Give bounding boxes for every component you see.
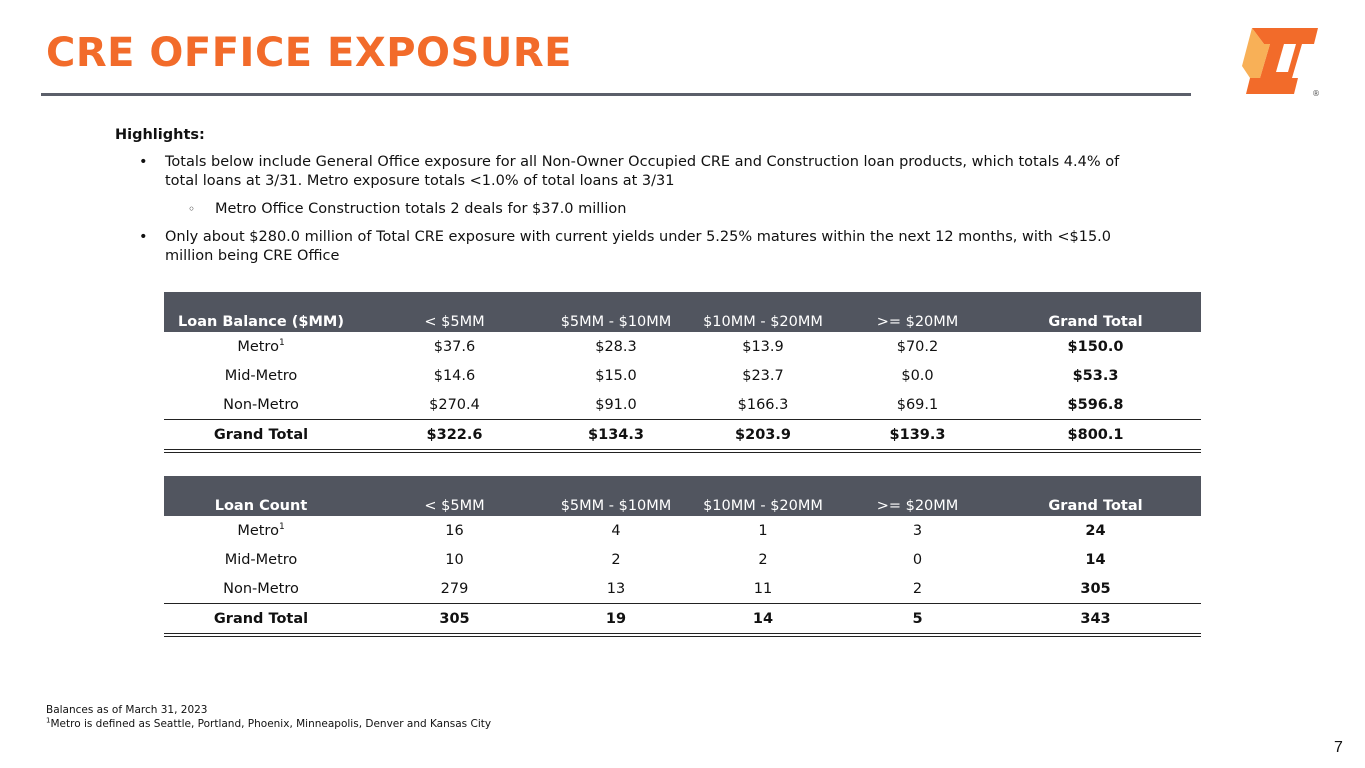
title-divider (41, 93, 1191, 96)
table-cell: 14 (681, 603, 845, 637)
table-row: Metro1 $37.6 $28.3 $13.9 $70.2 $150.0 (164, 332, 1201, 361)
row-label: Grand Total (164, 603, 358, 637)
highlight-bullet-2: • Only about $280.0 million of Total CRE… (115, 228, 1155, 266)
table-cell: 305 (358, 603, 551, 637)
row-label: Mid-Metro (224, 551, 298, 568)
table-cell: $203.9 (681, 419, 845, 453)
footnote-marker: 1 (278, 337, 285, 348)
sub-bullet-icon: ◦ (188, 202, 196, 216)
row-label: Non-Metro (164, 574, 358, 604)
highlights-heading: Highlights: (115, 127, 205, 143)
column-header: $10MM - $20MM (681, 476, 845, 516)
table-row: Mid-Metro 10 2 2 0 14 (164, 545, 1201, 574)
table-cell: $800.1 (990, 419, 1201, 453)
row-total-cell: 24 (1085, 522, 1106, 539)
loan-count-table: Loan Count < $5MM $5MM - $10MM $10MM - $… (164, 476, 1201, 637)
column-header: < $5MM (358, 292, 551, 332)
footnote-marker: 1 (278, 521, 285, 532)
table-cell: $134.3 (551, 419, 681, 453)
table-cell: $166.3 (681, 390, 845, 420)
row-total-cell: 305 (990, 574, 1201, 604)
table-cell: $270.4 (358, 390, 551, 420)
table-cell: 3 (912, 522, 923, 539)
highlights-section: Highlights: • Totals below include Gener… (115, 126, 1155, 275)
row-label: Metro1 (237, 521, 285, 539)
table-cell: $28.3 (595, 338, 637, 355)
column-header: < $5MM (358, 476, 551, 516)
column-header: Loan Balance ($MM) (164, 292, 358, 332)
table-cell: 5 (845, 603, 990, 637)
footnote-balances-date: Balances as of March 31, 2023 (46, 704, 208, 716)
registered-mark: ® (1312, 89, 1320, 98)
footnote-metro-definition: 1Metro is defined as Seattle, Portland, … (46, 716, 492, 730)
table-cell: 4 (611, 522, 621, 539)
table-cell: $15.0 (595, 367, 637, 384)
company-logo: ® (1238, 22, 1324, 100)
highlight-bullet-1: • Totals below include General Office ex… (115, 153, 1155, 191)
table-cell: 19 (551, 603, 681, 637)
table-row: Mid-Metro $14.6 $15.0 $23.7 $0.0 $53.3 (164, 361, 1201, 390)
highlight-sub-bullet-1: ◦ Metro Office Construction totals 2 dea… (115, 200, 1155, 219)
table-cell: 343 (990, 603, 1201, 637)
table-cell: $37.6 (433, 338, 476, 355)
table-cell: 0 (912, 551, 923, 568)
column-header: Loan Count (164, 476, 358, 516)
grand-total-row: Grand Total $322.6 $134.3 $203.9 $139.3 … (164, 419, 1201, 453)
column-header: $10MM - $20MM (681, 292, 845, 332)
table-cell: $69.1 (845, 390, 990, 420)
table-cell: $23.7 (742, 367, 784, 384)
table-row: Non-Metro 279 13 11 2 305 (164, 574, 1201, 604)
table-cell: 16 (445, 522, 464, 539)
row-total-cell: $150.0 (1067, 338, 1124, 355)
table-cell: 1 (758, 522, 768, 539)
column-header: >= $20MM (845, 476, 990, 516)
table-row: Non-Metro $270.4 $91.0 $166.3 $69.1 $596… (164, 390, 1201, 420)
column-header: >= $20MM (845, 292, 990, 332)
table-cell: 2 (611, 551, 621, 568)
loan-balance-table: Loan Balance ($MM) < $5MM $5MM - $10MM $… (164, 292, 1201, 453)
page-title: CRE OFFICE EXPOSURE (46, 30, 572, 76)
table-cell: 279 (358, 574, 551, 604)
grand-total-row: Grand Total 305 19 14 5 343 (164, 603, 1201, 637)
row-label: Metro1 (237, 337, 285, 355)
table-cell: $91.0 (551, 390, 681, 420)
footnotes: Balances as of March 31, 2023 1Metro is … (46, 703, 491, 731)
row-label: Grand Total (164, 419, 358, 453)
table-cell: $322.6 (358, 419, 551, 453)
table-cell: 2 (845, 574, 990, 604)
row-label: Mid-Metro (224, 367, 298, 384)
table-cell: 13 (551, 574, 681, 604)
row-total-cell: $53.3 (1072, 367, 1119, 384)
highlight-sub-text-1: Metro Office Construction totals 2 deals… (215, 201, 627, 217)
table-cell: 2 (758, 551, 768, 568)
table-cell: $0.0 (901, 367, 934, 384)
table-cell: $70.2 (896, 338, 939, 355)
row-total-cell: $596.8 (990, 390, 1201, 420)
table-cell: $14.6 (433, 367, 476, 384)
column-header: $5MM - $10MM (551, 292, 681, 332)
column-header: $5MM - $10MM (551, 476, 681, 516)
footnote-marker: 1 (46, 716, 51, 725)
column-header: Grand Total (990, 476, 1201, 516)
table-cell: $139.3 (845, 419, 990, 453)
bullet-icon: • (139, 229, 148, 245)
table-row: Metro1 16 4 1 3 24 (164, 516, 1201, 545)
bullet-icon: • (139, 154, 148, 170)
table-header-row: Loan Balance ($MM) < $5MM $5MM - $10MM $… (164, 292, 1201, 332)
page-number: 7 (1334, 739, 1343, 756)
logo-icon: ® (1242, 28, 1320, 98)
row-label: Non-Metro (164, 390, 358, 420)
table-cell: 11 (681, 574, 845, 604)
row-total-cell: 14 (1085, 551, 1106, 568)
highlight-text-2: Only about $280.0 million of Total CRE e… (165, 229, 1112, 264)
highlight-text-1: Totals below include General Office expo… (165, 154, 1120, 189)
column-header: Grand Total (990, 292, 1201, 332)
table-cell: 10 (445, 551, 464, 568)
table-header-row: Loan Count < $5MM $5MM - $10MM $10MM - $… (164, 476, 1201, 516)
table-cell: $13.9 (742, 338, 784, 355)
